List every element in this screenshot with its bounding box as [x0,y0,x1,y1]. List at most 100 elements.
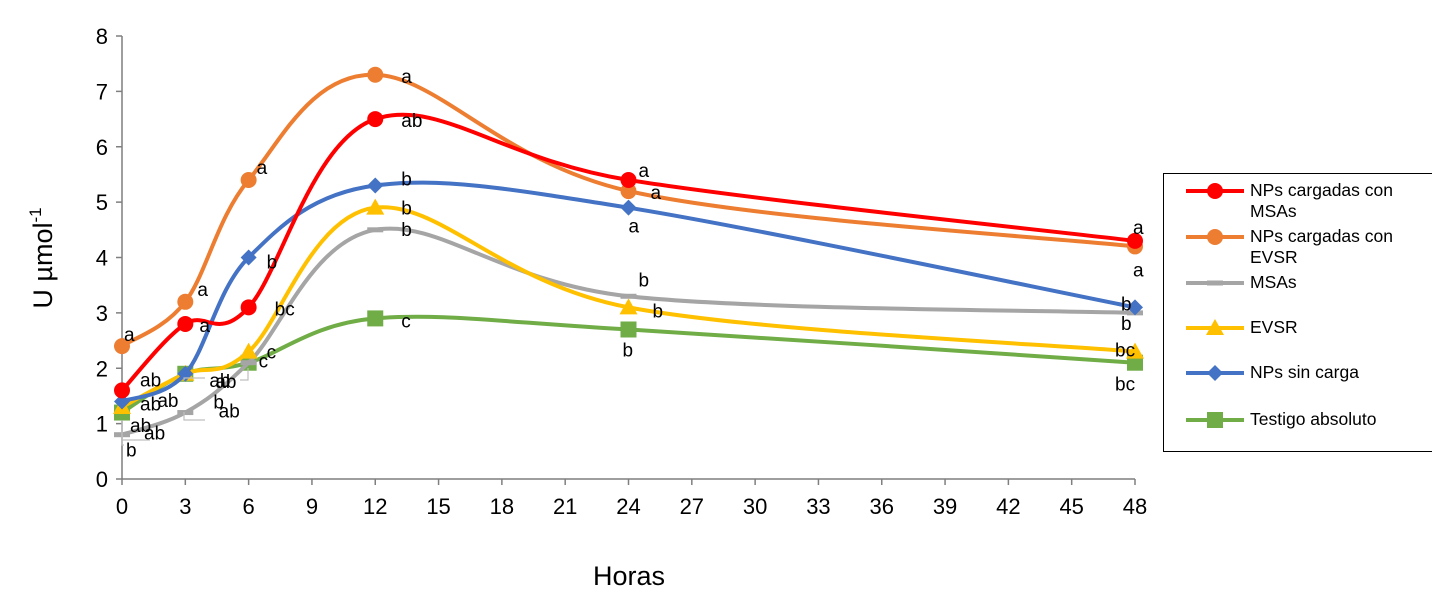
y-tick-label: 2 [96,356,108,381]
data-point [367,111,384,128]
data-point [366,198,385,215]
data-point [620,321,637,338]
series-line [120,180,1137,404]
data-point [620,171,637,188]
series-nps-cargadas-con-msas [114,111,1143,399]
data-point [367,177,384,194]
significance-label: a [1133,218,1144,239]
legend-item-evsr: EVSR [1164,317,1432,361]
series-nps-sin-carga [114,177,1143,410]
significance-label: b [623,340,634,361]
significance-label: bc [1115,375,1135,396]
significance-label: bc [1115,341,1135,362]
data-point [240,360,257,366]
legend-swatch [1186,280,1244,286]
significance-label: ab [219,402,240,423]
data-point [114,382,130,399]
data-point [114,338,130,355]
significance-label: b [213,393,224,414]
x-tick-label: 9 [306,494,318,519]
legend-item-msas: MSAs [1164,272,1432,316]
significance-label: a [197,280,208,301]
legend-swatch-marker [1207,229,1223,245]
significance-label: ab [140,394,161,415]
significance-label: a [401,67,412,88]
x-tick-label: 33 [806,494,830,519]
y-tick-label: 5 [96,190,108,215]
data-point [177,410,194,416]
legend-swatch [1186,183,1244,199]
significance-label: a [629,217,640,238]
significance-label: bc [275,299,295,320]
significance-label: b [653,301,664,322]
legend-swatch [1186,319,1244,335]
legend-swatch-marker [1207,183,1223,199]
significance-labels: ababcabaaaaaaaabbabbbbababcbbbcababbbaba… [121,67,1144,462]
significance-label: ab [209,371,230,392]
legend: NPs cargadas con MSAs NPs cargadas con EV… [1163,173,1432,452]
y-tick-label: 4 [96,246,108,271]
data-point [367,310,384,327]
data-point [367,227,384,233]
significance-label: ab [157,391,178,412]
y-axis-title: U µmol-1 [26,207,58,308]
data-point [1126,342,1144,359]
significance-label: c [259,352,269,373]
legend-swatch-marker [1207,412,1223,428]
y-tick-label: 8 [96,24,108,49]
x-tick-label: 48 [1123,494,1147,519]
legend-item-nps-sin-carga: NPs sin carga [1164,362,1432,406]
series-line [120,205,1137,410]
significance-label: c [267,343,277,364]
data-point [619,298,638,315]
data-point [1127,354,1143,371]
legend-swatch-marker [1207,365,1223,381]
series-line [120,226,1137,437]
legend-label: NPs sin carga [1250,362,1359,382]
data-point [239,342,258,359]
x-tick-label: 39 [933,494,957,519]
legend-item-nps-cargadas-con-evsr: NPs cargadas con EVSR [1164,226,1432,270]
legend-label: Testigo absoluto [1250,409,1377,429]
significance-label: ab [401,111,422,132]
legend-swatch [1186,365,1244,381]
significance-label: a [199,316,210,337]
x-axis-title: Horas [593,561,665,591]
series-evsr [113,198,1144,415]
data-point [620,293,637,299]
legend-swatch-marker [1206,319,1224,335]
data-point [240,171,257,188]
y-tick-label: 6 [96,135,108,160]
y-axis-title-base: U µmol [28,223,58,309]
data-point [240,299,257,316]
y-tick-label: 7 [96,79,108,104]
y-tick-label: 3 [96,301,108,326]
x-tick-label: 27 [680,494,704,519]
significance-label: ab [144,424,165,445]
significance-label: a [651,183,662,204]
data-point [177,293,194,310]
label-leader-line [183,377,205,380]
significance-label: b [401,199,412,220]
significance-label: a [639,161,650,182]
x-tick-label: 18 [490,494,514,519]
legend-label: EVSR [1250,317,1298,337]
significance-label: b [267,253,278,274]
series-line [120,72,1137,349]
x-tick-label: 36 [870,494,894,519]
y-axis-title-superscript: -1 [26,207,45,222]
x-tick-label: 3 [179,494,191,519]
data-point [1127,299,1143,316]
legend-item-testigo-absoluto: Testigo absoluto [1164,409,1432,453]
significance-label: b [401,220,412,241]
x-tick-label: 42 [996,494,1020,519]
legend-swatch-marker [1207,280,1223,286]
legend-label: MSAs [1250,272,1297,292]
significance-label: a [1133,260,1144,281]
x-tick-label: 45 [1059,494,1083,519]
data-point [367,66,384,83]
data-point [114,393,130,410]
significance-label: ab [215,372,236,393]
